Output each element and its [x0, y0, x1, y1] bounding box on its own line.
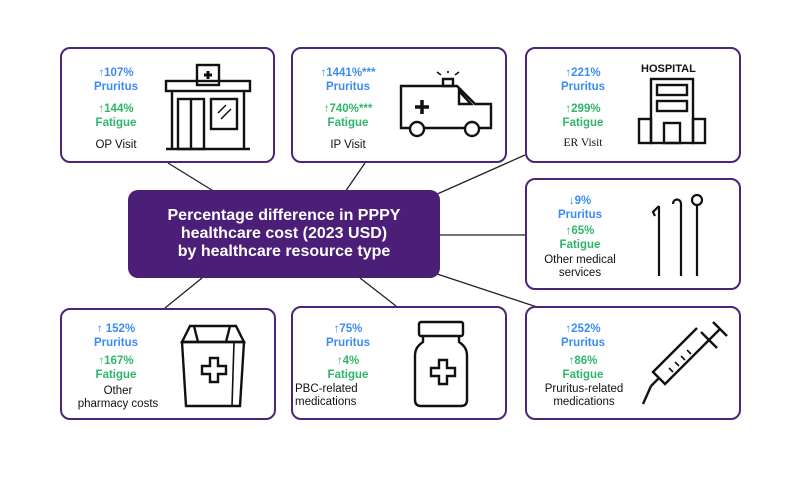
- pruritus-label: Pruritus: [560, 337, 606, 349]
- diagram-title: Percentage difference in PPPY healthcare…: [128, 190, 440, 278]
- card-pbc-meds: ↑75% Pruritus ↑4% Fatigue PBC-related me…: [291, 306, 507, 420]
- card-title: Other medical services: [544, 254, 616, 279]
- pruritus-value: ↑252%: [565, 323, 601, 335]
- card-op-visit: ↑107% Pruritus ↑144% Fatigue OP Visit: [60, 47, 275, 163]
- hospital-icon: [637, 77, 707, 145]
- pruritus-value: ↑75%: [333, 323, 363, 335]
- connector-pbc-meds: [359, 277, 397, 307]
- connector-ip-visit: [344, 162, 366, 193]
- card-title: Other pharmacy costs: [77, 385, 159, 410]
- card-other-medical: ↓9% Pruritus ↑65% Fatigue Other medical …: [525, 178, 741, 290]
- fatigue-value: ↑86%: [568, 355, 598, 367]
- fatigue-label: Fatigue: [327, 117, 369, 129]
- dental-tools-icon: [651, 193, 704, 276]
- pruritus-value: ↑1441%***: [320, 67, 376, 79]
- fatigue-value: ↑167%: [98, 355, 134, 367]
- connector-other-pharmacy: [164, 277, 203, 309]
- card-title: PBC-related medications: [295, 383, 358, 408]
- pruritus-value: ↑221%: [565, 67, 601, 79]
- hospital-sign: HOSPITAL: [641, 63, 696, 75]
- fatigue-label: Fatigue: [327, 369, 369, 381]
- fatigue-value: ↑4%: [336, 355, 360, 367]
- ambulance-icon: [399, 71, 493, 138]
- pruritus-label: Pruritus: [93, 81, 139, 93]
- fatigue-label: Fatigue: [562, 117, 604, 129]
- connector-op-visit: [167, 162, 216, 193]
- fatigue-label: Fatigue: [95, 369, 137, 381]
- pruritus-label: Pruritus: [557, 209, 603, 221]
- fatigue-value: ↑299%: [565, 103, 601, 115]
- card-title: IP Visit: [330, 139, 366, 151]
- pruritus-value: ↓9%: [568, 195, 592, 207]
- fatigue-label: Fatigue: [559, 239, 601, 251]
- fatigue-label: Fatigue: [562, 369, 604, 381]
- pruritus-label: Pruritus: [325, 337, 371, 349]
- connector-er-visit: [434, 154, 526, 196]
- card-ip-visit: ↑1441%*** Pruritus ↑740%*** Fatigue IP V…: [291, 47, 507, 163]
- card-other-pharmacy: ↑ 152% Pruritus ↑167% Fatigue Other phar…: [60, 308, 276, 420]
- pruritus-label: Pruritus: [560, 81, 606, 93]
- card-er-visit: ↑221% Pruritus ↑299% Fatigue ER Visit HO…: [525, 47, 741, 163]
- pruritus-label: Pruritus: [93, 337, 139, 349]
- card-pruritus-meds: ↑252% Pruritus ↑86% Fatigue Pruritus-rel…: [525, 306, 741, 420]
- pruritus-value: ↑ 152%: [96, 323, 136, 335]
- fatigue-value: ↑144%: [98, 103, 134, 115]
- pharmacy-bag-icon: [180, 324, 246, 408]
- clinic-building-icon: [164, 63, 252, 151]
- medicine-bottle-icon: [413, 320, 469, 408]
- card-title: ER Visit: [563, 137, 603, 149]
- pruritus-label: Pruritus: [325, 81, 371, 93]
- fatigue-label: Fatigue: [95, 117, 137, 129]
- card-title: OP Visit: [95, 139, 137, 151]
- syringe-icon: [641, 321, 728, 405]
- pruritus-value: ↑107%: [98, 67, 134, 79]
- connector-pruritus-meds: [424, 269, 541, 309]
- fatigue-value: ↑740%***: [323, 103, 373, 115]
- fatigue-value: ↑65%: [565, 225, 595, 237]
- card-title: Pruritus-related medications: [544, 383, 624, 408]
